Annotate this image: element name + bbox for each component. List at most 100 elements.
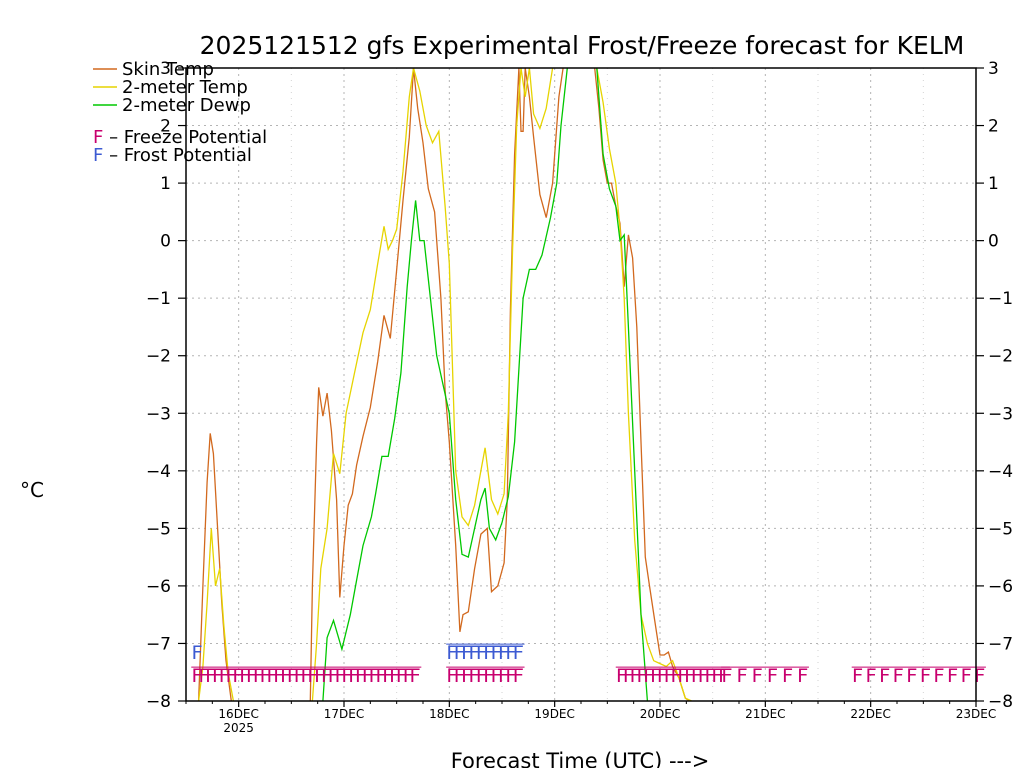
frost-potential-mark: F — [505, 642, 516, 664]
x-tick-label: 21DEC — [745, 707, 785, 721]
freeze-potential-mark: F — [341, 665, 352, 687]
x-axis-label: Forecast Time (UTC) ---> — [451, 749, 710, 768]
y-tick-label: −5 — [146, 519, 171, 539]
y-tick-label-right: −4 — [988, 462, 1013, 482]
freeze-potential-mark: F — [314, 665, 325, 687]
freeze-potential-mark: F — [266, 665, 277, 687]
freeze-potential-mark: F — [212, 665, 223, 687]
freeze-potential-mark: F — [697, 665, 708, 687]
freeze-potential-mark: F — [191, 665, 202, 687]
freeze-potential-mark: F — [198, 665, 209, 687]
freeze-potential-mark: F — [736, 665, 747, 687]
series-line-skin-temp — [197, 68, 690, 701]
freeze-potential-mark: F — [852, 665, 863, 687]
frost-potential-mark: F — [476, 642, 487, 664]
freeze-potential-mark: F — [382, 665, 393, 687]
freeze-potential-mark: F — [348, 665, 359, 687]
frost-potential-mark: F — [483, 642, 494, 664]
y-axis-left: −8 −7 −6 −5 −4 −3 −2 −1 0 1 2 3 — [146, 59, 186, 712]
freeze-potential-mark: F — [461, 665, 472, 687]
y-tick-label-right: −3 — [988, 404, 1013, 424]
y-tick-label: 1 — [160, 174, 171, 194]
y-tick-label: −6 — [146, 577, 171, 597]
frost-potential-mark: F — [446, 642, 457, 664]
freeze-potential-mark: F — [273, 665, 284, 687]
freeze-potential-mark: F — [892, 665, 903, 687]
plot-frame — [185, 67, 977, 702]
series-lines — [197, 68, 692, 701]
freeze-potential-mark: F — [476, 665, 487, 687]
y-tick-label-right: 0 — [988, 232, 999, 252]
freeze-potential-mark: F — [446, 665, 457, 687]
freeze-potential-mark: F — [468, 665, 479, 687]
freeze-potential-mark: F — [307, 665, 318, 687]
frost-potential-mark: F — [490, 642, 501, 664]
y-tick-label-right: −2 — [988, 347, 1013, 367]
y-tick-label: −8 — [146, 692, 171, 712]
legend-label: F – Freeze Potential — [93, 127, 267, 148]
frost-potential-mark: F — [454, 642, 465, 664]
freeze-potential-mark: F — [402, 665, 413, 687]
freeze-potential-mark: F — [253, 665, 264, 687]
freeze-potential-mark: F — [657, 665, 668, 687]
freeze-potential-mark: F — [490, 665, 501, 687]
freeze-potential-mark: F — [782, 665, 793, 687]
freeze-potential-mark: F — [483, 665, 494, 687]
freeze-potential-mark: F — [328, 665, 339, 687]
chart-title: 2025121512 gfs Experimental Frost/Freeze… — [200, 31, 965, 60]
y-tick-label: −7 — [146, 634, 171, 654]
x-tick-label: 16DEC — [218, 707, 258, 721]
series-line-2-meter-dewp — [322, 68, 649, 701]
freeze-potential-mark: F — [219, 665, 230, 687]
y-tick-label-right: −8 — [988, 692, 1013, 712]
y-tick-label: 0 — [160, 232, 171, 252]
freeze-potential-mark: F — [287, 665, 298, 687]
freeze-potential-mark: F — [334, 665, 345, 687]
x-tick-label: 23DEC — [956, 707, 996, 721]
frost-potential-mark: F — [468, 642, 479, 664]
freeze-potential-mark: F — [704, 665, 715, 687]
freeze-potential-mark: F — [623, 665, 634, 687]
freeze-potential-mark: F — [865, 665, 876, 687]
x-tick-label: 22DEC — [850, 707, 890, 721]
y-tick-label-right: 2 — [988, 117, 999, 137]
freeze-potential-mark: F — [947, 665, 958, 687]
legend-label: F – Frost Potential — [93, 145, 252, 166]
y-axis-label: °C — [20, 478, 44, 502]
freeze-potential-mark: F — [259, 665, 270, 687]
freeze-potential-mark: F — [616, 665, 627, 687]
freeze-potential-mark: F — [513, 665, 524, 687]
freeze-potential-mark: F — [691, 665, 702, 687]
frost-potential-mark: F — [513, 642, 524, 664]
legend-label: 2-meter Dewp — [122, 95, 251, 116]
x-tick-label: 20DEC — [640, 707, 680, 721]
freeze-potential-mark: F — [454, 665, 465, 687]
freeze-potential-mark: F — [643, 665, 654, 687]
frost-potential-mark: F — [191, 642, 202, 664]
freeze-potential-mark: F — [409, 665, 420, 687]
freeze-potential-mark: F — [721, 665, 732, 687]
freeze-potential-mark: F — [300, 665, 311, 687]
y-tick-label-right: −5 — [988, 519, 1013, 539]
y-tick-label: 2 — [160, 117, 171, 137]
y-tick-label-right: 3 — [988, 59, 999, 79]
freeze-potential-mark: F — [650, 665, 661, 687]
freeze-potential-mark: F — [293, 665, 304, 687]
freeze-potential-mark: F — [711, 665, 722, 687]
freeze-potential-mark: F — [960, 665, 971, 687]
x-tick-sublabel: 2025 — [223, 721, 254, 735]
freeze-potential-mark: F — [933, 665, 944, 687]
freeze-potential-mark: F — [629, 665, 640, 687]
freeze-potential-mark: F — [663, 665, 674, 687]
freeze-potential-mark: F — [677, 665, 688, 687]
legend-label: Skin Temp — [122, 59, 214, 80]
y-tick-label-right: −1 — [988, 289, 1013, 309]
freeze-potential-mark: F — [280, 665, 291, 687]
freeze-potential-mark: F — [879, 665, 890, 687]
freeze-potential-mark: F — [389, 665, 400, 687]
freeze-potential-mark: F — [225, 665, 236, 687]
freeze-potential-mark: F — [670, 665, 681, 687]
